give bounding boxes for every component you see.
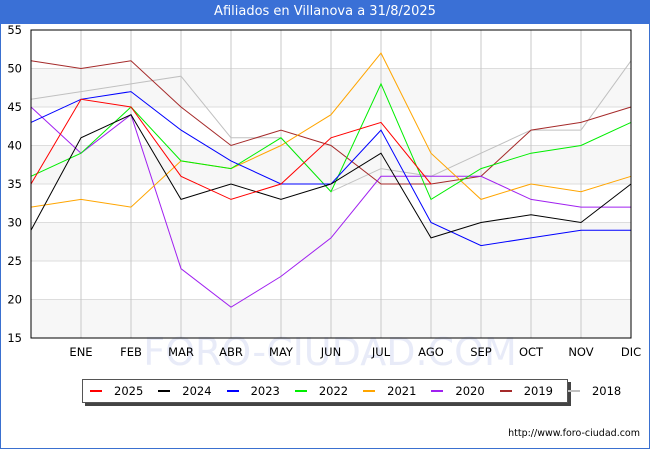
x-tick-label: NOV: [568, 345, 593, 359]
plot-area-border: [30, 29, 632, 339]
legend-swatch: [567, 390, 580, 392]
watermark: FORO-CIUDAD.COM: [143, 330, 517, 374]
y-axis-ticks: 15 20 25 30 35 40 45 50 55: [7, 23, 22, 345]
x-tick-label: AGO: [418, 345, 444, 359]
legend-item-2020: 2020: [431, 384, 485, 398]
y-tick-label: 55: [7, 23, 22, 37]
legend-label: 2018: [591, 384, 622, 398]
series-line-2024: [30, 114, 632, 239]
legend-label: 2022: [318, 384, 349, 398]
legend-swatch: [499, 390, 512, 392]
legend-swatch: [294, 390, 307, 392]
x-tick-label: SEP: [470, 345, 492, 359]
series-lines: [30, 52, 632, 308]
legend-item-2021: 2021: [363, 384, 416, 398]
source-credit: http://www.foro-ciudad.com: [508, 428, 640, 439]
x-tick-label: DIC: [621, 345, 641, 359]
x-tick-label: JUN: [320, 345, 341, 359]
y-tick-label: 15: [7, 331, 22, 345]
legend: 2025 2024 2023 2022 2021 2020 2019 2018: [82, 379, 621, 403]
legend-swatch: [363, 390, 376, 392]
x-tick-label: ENE: [69, 345, 92, 359]
legend-swatch: [226, 390, 239, 392]
legend-item-2025: 2025: [90, 384, 143, 398]
y-tick-label: 30: [7, 216, 22, 230]
legend-label: 2024: [182, 384, 212, 398]
legend-label: 2023: [250, 384, 280, 398]
x-tick-label: JUL: [371, 345, 391, 359]
x-axis-ticks: ENE FEB MAR ABR MAY JUN JUL AGO SEP OCT NOV DIC: [69, 345, 641, 359]
y-tick-label: 50: [7, 62, 22, 76]
chart-title: Afiliados en Villanova a 31/8/2025: [0, 0, 650, 24]
x-tick-label: MAR: [168, 345, 194, 359]
series-line-2019: [30, 60, 632, 185]
legend-label: 2019: [523, 384, 553, 398]
x-tick-label: OCT: [519, 345, 544, 359]
y-tick-label: 40: [7, 139, 22, 153]
y-tick-label: 35: [7, 177, 22, 191]
legend-label: 2025: [114, 384, 144, 398]
x-tick-label: FEB: [120, 345, 142, 359]
legend-swatch: [158, 390, 171, 392]
series-line-2021: [30, 52, 632, 208]
x-tick-label: ABR: [219, 345, 243, 359]
legend-item-2023: 2023: [226, 384, 280, 398]
series-line-2025: [30, 98, 432, 200]
legend-item-2022: 2022: [294, 384, 349, 398]
legend-item-2019: 2019: [499, 384, 553, 398]
legend-item-2024: 2024: [158, 384, 212, 398]
y-tick-label: 20: [7, 293, 22, 307]
legend-item-2018: 2018: [567, 384, 622, 398]
y-tick-label: 25: [7, 254, 22, 268]
legend-swatch: [90, 390, 102, 392]
legend-swatch: [431, 390, 444, 392]
legend-label: 2020: [455, 384, 485, 398]
y-tick-label: 45: [7, 100, 22, 114]
x-tick-label: MAY: [269, 345, 294, 359]
legend-label: 2021: [387, 384, 417, 398]
